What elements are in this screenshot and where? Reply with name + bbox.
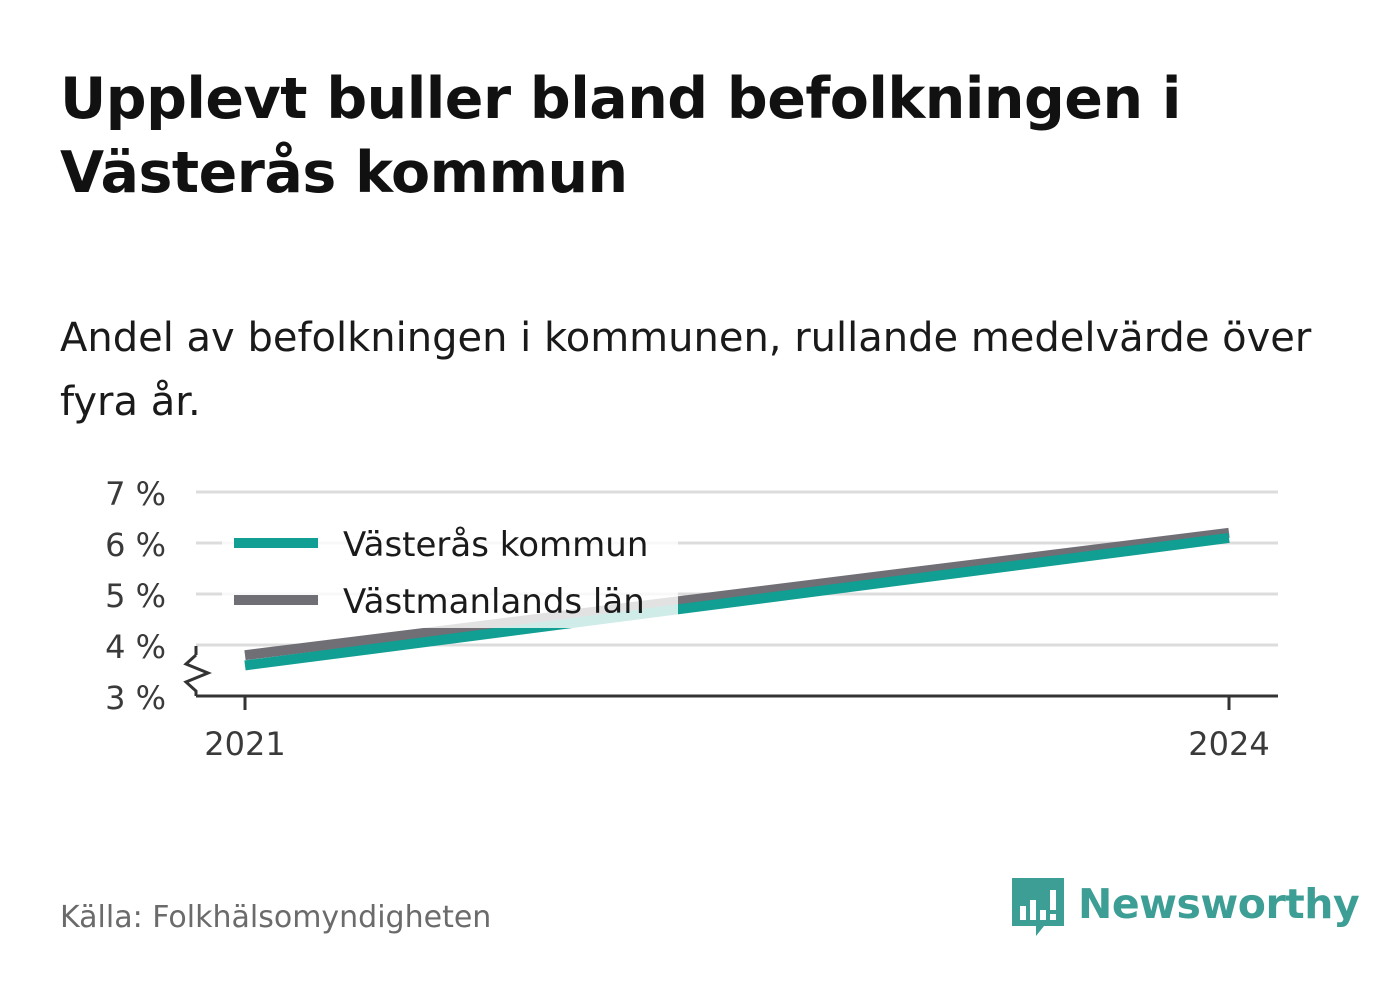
chart-title: Upplevt buller bland befolkningen i Väst…: [60, 66, 1181, 206]
chart-subtitle: Andel av befolkningen i kommunen, rullan…: [60, 315, 1312, 425]
newsworthy-logo-icon: [1012, 878, 1064, 936]
series-line: [244, 532, 1230, 671]
line-chart: 3 % 4 % 5 % 6 % 7 % Västerås kommun Västmanla…: [105, 475, 1278, 763]
y-tick-label: 3 %: [105, 679, 166, 717]
series-line: [244, 527, 1230, 661]
legend-label: Västerås kommun: [343, 525, 648, 565]
y-tick-label: 4 %: [105, 628, 166, 666]
series-lines: [244, 527, 1230, 671]
legend-background: [222, 516, 678, 628]
x-tick-label: 2021: [204, 725, 285, 763]
y-axis-break-marker: [183, 653, 212, 696]
source-note: Källa: Folkhälsomyndigheten: [60, 900, 492, 935]
y-tick-label: 7 %: [105, 475, 166, 513]
y-tick-label: 5 %: [105, 577, 166, 615]
legend-label: Västmanlands län: [343, 582, 645, 622]
x-axis: 2021 2024: [183, 646, 1278, 763]
y-axis-tick-labels: 3 % 4 % 5 % 6 % 7 %: [105, 475, 166, 717]
y-tick-label: 6 %: [105, 526, 166, 564]
legend: Västerås kommun Västmanlands län: [222, 516, 678, 628]
x-tick-label: 2024: [1188, 725, 1269, 763]
brand-logo[interactable]: Newsworthy: [1010, 876, 1360, 942]
brand-name: Newsworthy: [1078, 880, 1360, 928]
